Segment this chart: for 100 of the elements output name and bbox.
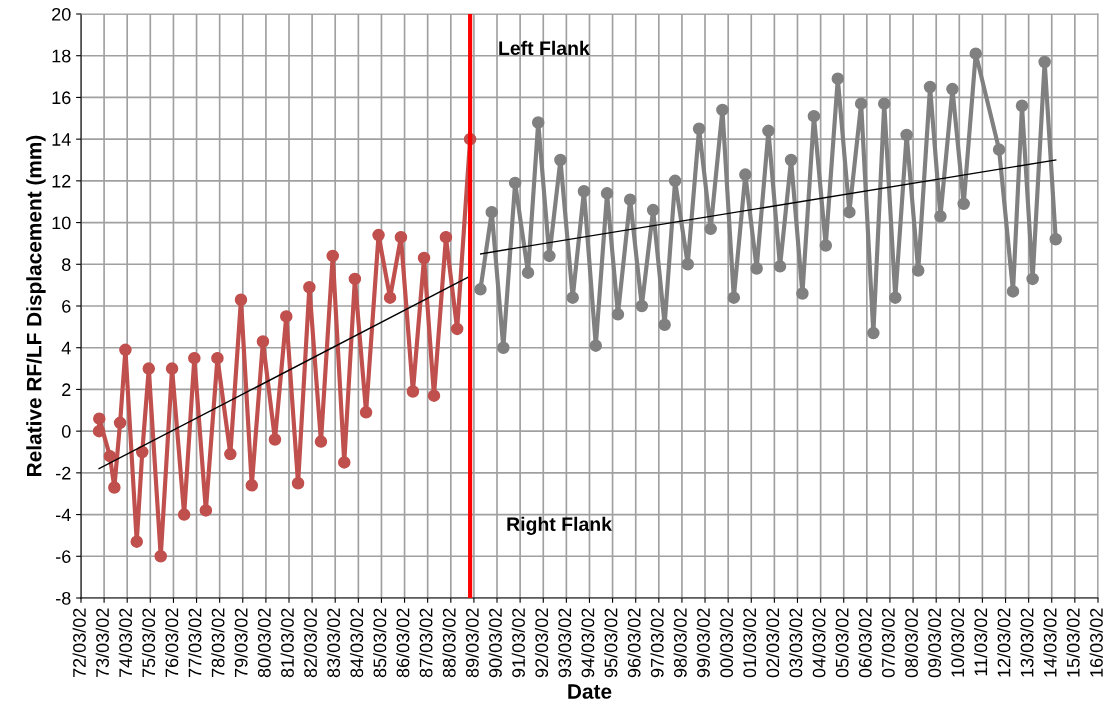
point: [1049, 233, 1062, 246]
point: [177, 508, 191, 521]
point: [867, 326, 880, 340]
point: [303, 280, 316, 294]
y-tick-label: -2: [56, 466, 71, 480]
point: [485, 205, 499, 219]
point: [119, 343, 132, 357]
x-tick-label: 03/03/02: [789, 608, 803, 678]
point: [704, 222, 717, 236]
x-tick-label: 75/03/02: [141, 608, 156, 678]
point: [136, 445, 149, 459]
point: [566, 291, 579, 304]
x-tick-label: 08/03/02: [904, 608, 918, 678]
x-axis-title: Date: [568, 684, 612, 699]
y-tick-label: 2: [62, 383, 71, 396]
point: [589, 339, 603, 352]
point: [1026, 272, 1039, 286]
point: [427, 389, 441, 402]
point: [508, 176, 522, 190]
x-tick-label: 85/03/02: [373, 608, 387, 678]
x-tick-label: 07/03/02: [881, 608, 895, 678]
point: [681, 258, 694, 271]
annotation: Right Flank: [507, 516, 612, 535]
point: [635, 299, 649, 313]
x-tick-label: 80/03/02: [257, 608, 271, 678]
y-tick-label: 12: [52, 174, 71, 188]
point: [992, 143, 1006, 156]
y-tick-label: 6: [62, 299, 71, 313]
x-tick-label: 76/03/02: [165, 608, 179, 678]
point: [727, 291, 741, 304]
x-tick-label: 15/03/02: [1066, 608, 1080, 677]
point: [646, 203, 660, 217]
x-tick-label: 10/03/02: [950, 608, 965, 677]
y-tick-label: -8: [56, 591, 71, 605]
y-tick-label: 4: [61, 341, 71, 355]
point: [784, 153, 798, 167]
point: [623, 193, 637, 206]
point: [796, 287, 809, 300]
point: [900, 128, 913, 142]
point: [406, 385, 420, 398]
x-tick-label: 81/03/02: [280, 608, 294, 678]
x-tick-label: 83/03/02: [326, 608, 341, 678]
point: [889, 291, 902, 304]
point: [1006, 285, 1020, 298]
point: [108, 481, 121, 494]
point: [417, 251, 431, 265]
y-tick-label: -4: [56, 508, 71, 522]
point: [256, 335, 270, 348]
x-tick-label: 91/03/02: [511, 608, 525, 678]
x-tick-label: 06/03/02: [858, 608, 872, 678]
y-axis-title: Relative RF/LF Displacement (mm): [26, 135, 46, 476]
point: [521, 266, 535, 279]
point: [211, 351, 224, 365]
point: [348, 272, 362, 286]
point: [92, 424, 106, 438]
point: [439, 230, 453, 244]
point: [497, 341, 510, 354]
point: [154, 550, 167, 563]
point: [762, 124, 775, 138]
point: [957, 197, 970, 211]
x-tick-label: 00/03/02: [719, 608, 734, 678]
point: [692, 122, 706, 135]
x-tick-label: 79/03/02: [234, 608, 248, 678]
point: [554, 153, 567, 167]
y-tick-label: 8: [62, 258, 71, 272]
point: [142, 362, 156, 375]
x-tick-label: 95/03/02: [604, 608, 618, 678]
point: [531, 116, 545, 129]
point: [843, 205, 856, 219]
x-tick-label: 05/03/02: [835, 608, 849, 678]
x-tick-label: 01/03/02: [742, 608, 757, 678]
x-tick-label: 82/03/02: [303, 608, 317, 678]
y-tick-label: -6: [56, 550, 71, 564]
x-tick-label: 88/03/02: [442, 608, 456, 678]
point: [165, 362, 179, 375]
point: [1038, 55, 1051, 69]
annotation: Left Flank: [499, 40, 590, 56]
point: [268, 433, 282, 446]
x-tick-label: 16/03/02: [1089, 608, 1103, 677]
point: [577, 185, 591, 198]
point: [600, 187, 614, 200]
point: [188, 351, 201, 365]
y-tick-label: 20: [52, 7, 71, 21]
x-tick-label: 92/03/02: [534, 608, 549, 678]
x-tick-label: 78/03/02: [211, 608, 225, 678]
point: [807, 109, 821, 123]
point: [773, 260, 787, 273]
point: [359, 406, 373, 419]
point: [750, 262, 763, 275]
point: [934, 210, 947, 223]
x-tick-label: 02/03/02: [765, 608, 780, 678]
x-tick-label: 74/03/02: [118, 608, 133, 678]
point: [326, 249, 339, 263]
point: [1015, 99, 1029, 113]
point: [372, 228, 385, 242]
x-tick-label: 90/03/02: [488, 608, 502, 678]
point: [854, 97, 868, 110]
point: [716, 103, 729, 117]
point: [658, 318, 671, 332]
point: [224, 447, 237, 461]
